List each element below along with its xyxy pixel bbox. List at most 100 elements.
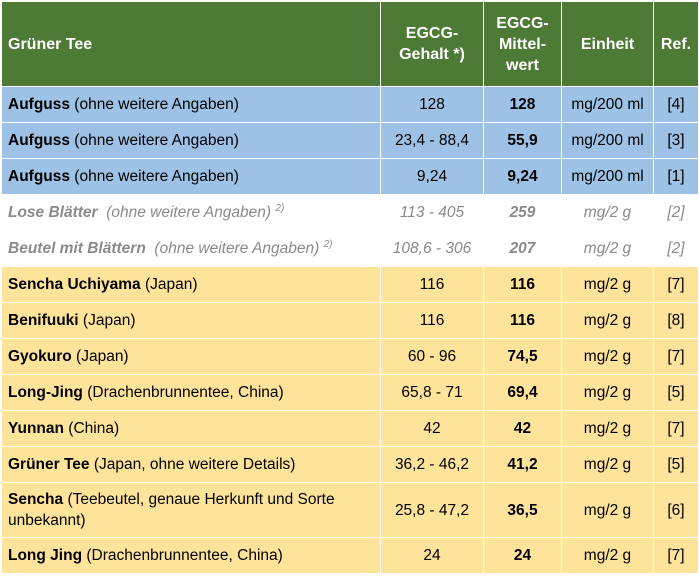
tea-detail: (ohne weitere Angaben) bbox=[97, 204, 276, 221]
unit-cell: mg/2 g bbox=[561, 482, 654, 538]
reference-cell: [7] bbox=[653, 410, 699, 447]
tea-name: Grüner Tee bbox=[8, 456, 90, 473]
unit-cell: mg/2 g bbox=[561, 374, 654, 411]
table-row: Long-Jing (Drachenbrunnentee, China) 65,8… bbox=[1, 374, 699, 411]
tea-name-cell: Sencha Uchiyama (Japan) bbox=[1, 266, 381, 303]
tea-name-cell: Long Jing (Drachenbrunnentee, China) bbox=[1, 537, 381, 574]
egcg-range-cell: 108,6 - 306 bbox=[380, 230, 484, 267]
tea-name: Long Jing bbox=[8, 547, 83, 564]
reference-cell: [8] bbox=[653, 302, 699, 339]
tea-name-cell: Beutel mit Blättern (ohne weitere Angabe… bbox=[1, 230, 381, 267]
egcg-mean-cell: 55,9 bbox=[483, 122, 562, 159]
reference-cell: [4] bbox=[653, 86, 699, 123]
tea-name: Aufguss bbox=[8, 132, 70, 149]
tea-name-cell: Gyokuro (Japan) bbox=[1, 338, 381, 375]
table-row: Long Jing (Drachenbrunnentee, China) 24 24… bbox=[1, 537, 699, 574]
tea-name-cell: Aufguss (ohne weitere Angaben) bbox=[1, 86, 381, 123]
tea-name: Benifuuki bbox=[8, 312, 79, 329]
egcg-mean-cell: 69,4 bbox=[483, 374, 562, 411]
reference-cell: [6] bbox=[653, 482, 699, 538]
egcg-mean-cell: 207 bbox=[483, 230, 562, 267]
header-ref: Ref. bbox=[653, 1, 699, 87]
tea-name: Lose Blätter bbox=[8, 204, 98, 221]
table-row: Aufguss (ohne weitere Angaben) 128 128 mg/2… bbox=[1, 86, 699, 123]
table-row: Lose Blätter (ohne weitere Angaben) 2) 11… bbox=[1, 194, 699, 231]
unit-cell: mg/200 ml bbox=[561, 86, 654, 123]
tea-detail: (Drachenbrunnentee, China) bbox=[82, 384, 284, 401]
egcg-mean-cell: 24 bbox=[483, 537, 562, 574]
tea-name: Aufguss bbox=[8, 96, 70, 113]
egcg-range-cell: 65,8 - 71 bbox=[380, 374, 484, 411]
reference-cell: [3] bbox=[653, 122, 699, 159]
egcg-range-cell: 113 - 405 bbox=[380, 194, 484, 231]
egcg-range-cell: 23,4 - 88,4 bbox=[380, 122, 484, 159]
tea-name: Sencha bbox=[8, 491, 64, 508]
egcg-mean-cell: 9,24 bbox=[483, 158, 562, 195]
tea-detail: (China) bbox=[63, 420, 120, 437]
footnote-marker: 2) bbox=[275, 203, 285, 214]
tea-name: Sencha Uchiyama bbox=[8, 276, 141, 293]
unit-cell: mg/200 ml bbox=[561, 122, 654, 159]
header-egcg-mean: EGCG- Mittel-wert bbox=[483, 1, 562, 87]
tea-detail: (ohne weitere Angaben) bbox=[70, 96, 239, 113]
egcg-range-cell: 60 - 96 bbox=[380, 338, 484, 375]
reference-cell: [7] bbox=[653, 266, 699, 303]
egcg-mean-cell: 41,2 bbox=[483, 446, 562, 483]
reference-cell: [5] bbox=[653, 374, 699, 411]
table-row: Yunnan (China) 42 42 mg/2 g [7] bbox=[1, 410, 699, 447]
tea-detail: (Japan, ohne weitere Details) bbox=[89, 456, 296, 473]
reference-cell: [7] bbox=[653, 537, 699, 574]
unit-cell: mg/2 g bbox=[561, 537, 654, 574]
table-row: Gyokuro (Japan) 60 - 96 74,5 mg/2 g [7] bbox=[1, 338, 699, 375]
tea-name-cell: Lose Blätter (ohne weitere Angaben) 2) bbox=[1, 194, 381, 231]
tea-name: Yunnan bbox=[8, 420, 64, 437]
tea-detail: (ohne weitere Angaben) bbox=[70, 168, 239, 185]
egcg-mean-cell: 116 bbox=[483, 302, 562, 339]
header-egcg-content: EGCG- Gehalt *) bbox=[380, 1, 484, 87]
unit-cell: mg/2 g bbox=[561, 266, 654, 303]
reference-cell: [2] bbox=[653, 194, 699, 231]
reference-cell: [1] bbox=[653, 158, 699, 195]
egcg-range-cell: 128 bbox=[380, 86, 484, 123]
tea-detail: (Drachenbrunnentee, China) bbox=[82, 547, 283, 564]
reference-cell: [2] bbox=[653, 230, 699, 267]
tea-name-cell: Benifuuki (Japan) bbox=[1, 302, 381, 339]
tea-detail: (Japan) bbox=[140, 276, 198, 293]
tea-name: Aufguss bbox=[8, 168, 70, 185]
tea-name-cell: Sencha (Teebeutel, genaue Herkunft und S… bbox=[1, 482, 381, 538]
table-row: Beutel mit Blättern (ohne weitere Angabe… bbox=[1, 230, 699, 267]
egcg-mean-cell: 36,5 bbox=[483, 482, 562, 538]
unit-cell: mg/2 g bbox=[561, 338, 654, 375]
tea-name: Gyokuro bbox=[8, 348, 72, 365]
tea-name: Long-Jing bbox=[8, 384, 83, 401]
egcg-mean-cell: 128 bbox=[483, 86, 562, 123]
unit-cell: mg/2 g bbox=[561, 410, 654, 447]
unit-cell: mg/2 g bbox=[561, 446, 654, 483]
reference-cell: [5] bbox=[653, 446, 699, 483]
egcg-range-cell: 36,2 - 46,2 bbox=[380, 446, 484, 483]
tea-name-cell: Grüner Tee (Japan, ohne weitere Details) bbox=[1, 446, 381, 483]
unit-cell: mg/2 g bbox=[561, 230, 654, 267]
egcg-range-cell: 24 bbox=[380, 537, 484, 574]
egcg-mean-cell: 74,5 bbox=[483, 338, 562, 375]
egcg-mean-cell: 116 bbox=[483, 266, 562, 303]
table-row: Grüner Tee (Japan, ohne weitere Details)… bbox=[1, 446, 699, 483]
tea-detail: (ohne weitere Angaben) bbox=[70, 132, 239, 149]
reference-cell: [7] bbox=[653, 338, 699, 375]
table-row: Benifuuki (Japan) 116 116 mg/2 g [8] bbox=[1, 302, 699, 339]
egcg-range-cell: 25,8 - 47,2 bbox=[380, 482, 484, 538]
header-tea: Grüner Tee bbox=[1, 1, 381, 87]
tea-name-cell: Long-Jing (Drachenbrunnentee, China) bbox=[1, 374, 381, 411]
egcg-range-cell: 116 bbox=[380, 266, 484, 303]
egcg-range-cell: 42 bbox=[380, 410, 484, 447]
tea-detail: (Japan) bbox=[78, 312, 136, 329]
egcg-mean-cell: 42 bbox=[483, 410, 562, 447]
header-row: Grüner Tee EGCG- Gehalt *) EGCG- Mittel-we… bbox=[1, 1, 699, 87]
unit-cell: mg/2 g bbox=[561, 194, 654, 231]
header-unit: Einheit bbox=[561, 1, 654, 87]
tea-detail: (Japan) bbox=[71, 348, 129, 365]
tea-detail: (Teebeutel, genaue Herkunft und Sorte un… bbox=[8, 491, 339, 529]
unit-cell: mg/200 ml bbox=[561, 158, 654, 195]
footnote-marker: 2) bbox=[323, 239, 333, 250]
